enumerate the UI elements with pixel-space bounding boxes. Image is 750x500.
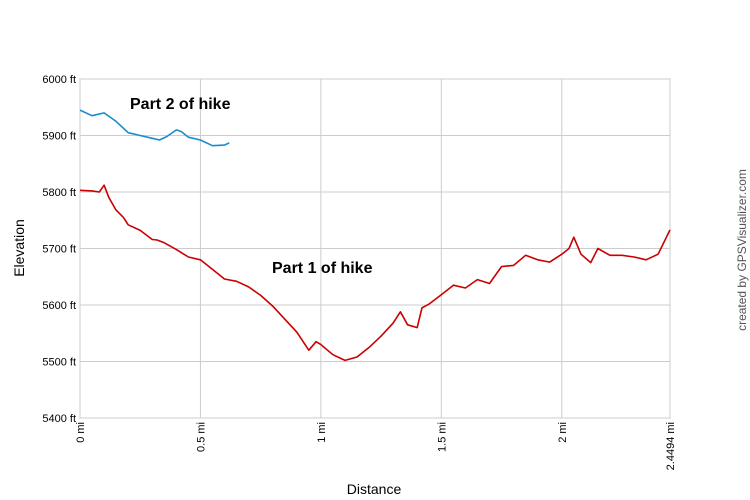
x-tick-label: 1 mi — [316, 422, 328, 443]
elevation-series-line-1 — [79, 184, 671, 362]
series-layer — [79, 109, 671, 362]
x-axis-title: Distance — [347, 481, 402, 497]
y-tick-label: 5800 ft — [42, 187, 76, 199]
tick-labels: 5400 ft 5500 ft 5600 ft 5700 ft 5800 ft 5900 … — [42, 74, 677, 470]
y-tick-label: 6000 ft — [42, 74, 76, 86]
y-axis-title: Elevation — [11, 219, 27, 277]
x-tick-label: 2.4494 mi — [665, 422, 677, 470]
y-tick-label: 5900 ft — [42, 131, 76, 143]
annotation-part-2: Part 2 of hike — [130, 96, 231, 113]
x-tick-label: 0 mi — [75, 422, 87, 443]
annotations: Part 2 of hike Part 1 of hike — [130, 96, 373, 277]
y-tick-label: 5400 ft — [42, 413, 76, 425]
annotation-part-1: Part 1 of hike — [272, 260, 373, 277]
grid-lines — [79, 78, 671, 419]
y-tick-label: 5500 ft — [42, 357, 76, 369]
x-tick-label: 2 mi — [557, 422, 569, 443]
x-tick-label: 1.5 mi — [436, 422, 448, 452]
elevation-series-line-2 — [79, 109, 230, 147]
x-tick-label: 0.5 mi — [195, 422, 207, 452]
y-tick-label: 5600 ft — [42, 300, 76, 312]
credit-text: created by GPSVisualizer.com — [735, 169, 749, 331]
y-tick-label: 5700 ft — [42, 244, 76, 256]
